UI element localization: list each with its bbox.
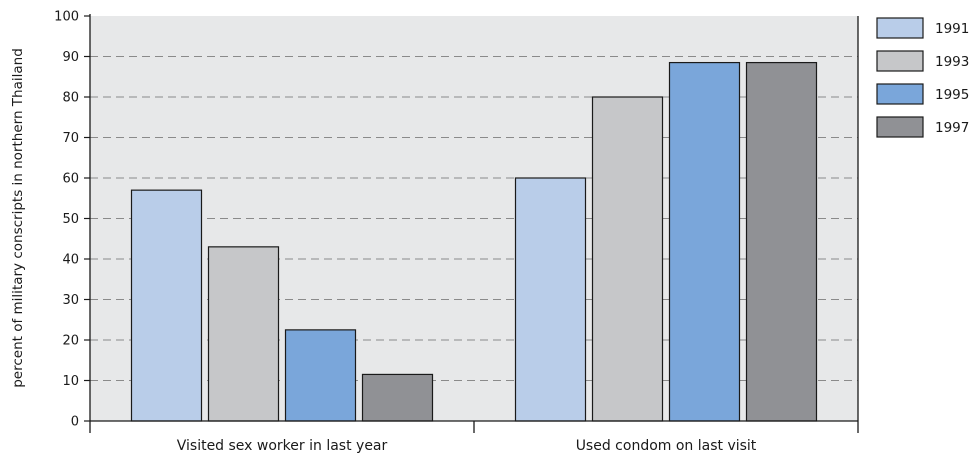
legend-swatch — [876, 116, 924, 138]
bar — [591, 96, 664, 422]
y-tick-label: 30 — [62, 293, 79, 308]
bar — [745, 61, 818, 422]
axes — [89, 14, 859, 433]
y-tick-label: 20 — [62, 334, 79, 349]
bar — [514, 177, 587, 422]
bar — [130, 189, 203, 422]
legend-label: 1991 — [935, 21, 969, 37]
y-tick-label: 70 — [62, 131, 79, 146]
legend-label: 1997 — [935, 120, 969, 136]
y-tick-label: 40 — [62, 253, 79, 268]
y-ticks: 0 10 20 30 40 50 60 70 80 90 100 — [54, 10, 90, 430]
y-tick-label: 60 — [62, 172, 79, 187]
x-category-label: Visited sex worker in last year — [177, 438, 388, 454]
x-categories: Visited sex worker in last year Used cond… — [177, 438, 757, 454]
y-axis-label: percent of military conscripts in northe… — [10, 48, 26, 388]
bar — [668, 61, 741, 422]
bar — [284, 329, 357, 422]
legend: 1991 1993 1995 1997 — [876, 17, 969, 138]
legend-label: 1995 — [935, 87, 969, 103]
bar — [361, 373, 434, 422]
legend-swatch — [876, 83, 924, 105]
y-tick-label: 100 — [54, 10, 79, 25]
legend-swatch — [876, 50, 924, 72]
y-tick-label: 50 — [62, 212, 79, 227]
bars — [130, 61, 818, 422]
x-category-label: Used condom on last visit — [576, 438, 757, 454]
bar — [207, 246, 280, 422]
y-tick-label: 0 — [71, 415, 79, 430]
y-tick-label: 10 — [62, 374, 79, 389]
y-tick-label: 80 — [62, 91, 79, 106]
legend-label: 1993 — [935, 54, 969, 70]
legend-swatch — [876, 17, 924, 39]
y-tick-label: 90 — [62, 50, 79, 65]
